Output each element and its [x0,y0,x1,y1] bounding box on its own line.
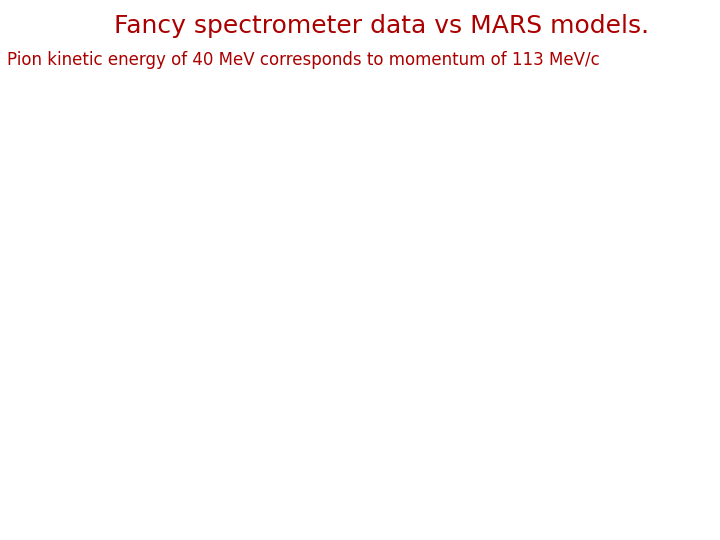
Text: Pion kinetic energy of 40 MeV corresponds to momentum of 113 MeV/c: Pion kinetic energy of 40 MeV correspond… [7,51,600,69]
Text: Fancy spectrometer data vs MARS models.: Fancy spectrometer data vs MARS models. [114,14,649,37]
